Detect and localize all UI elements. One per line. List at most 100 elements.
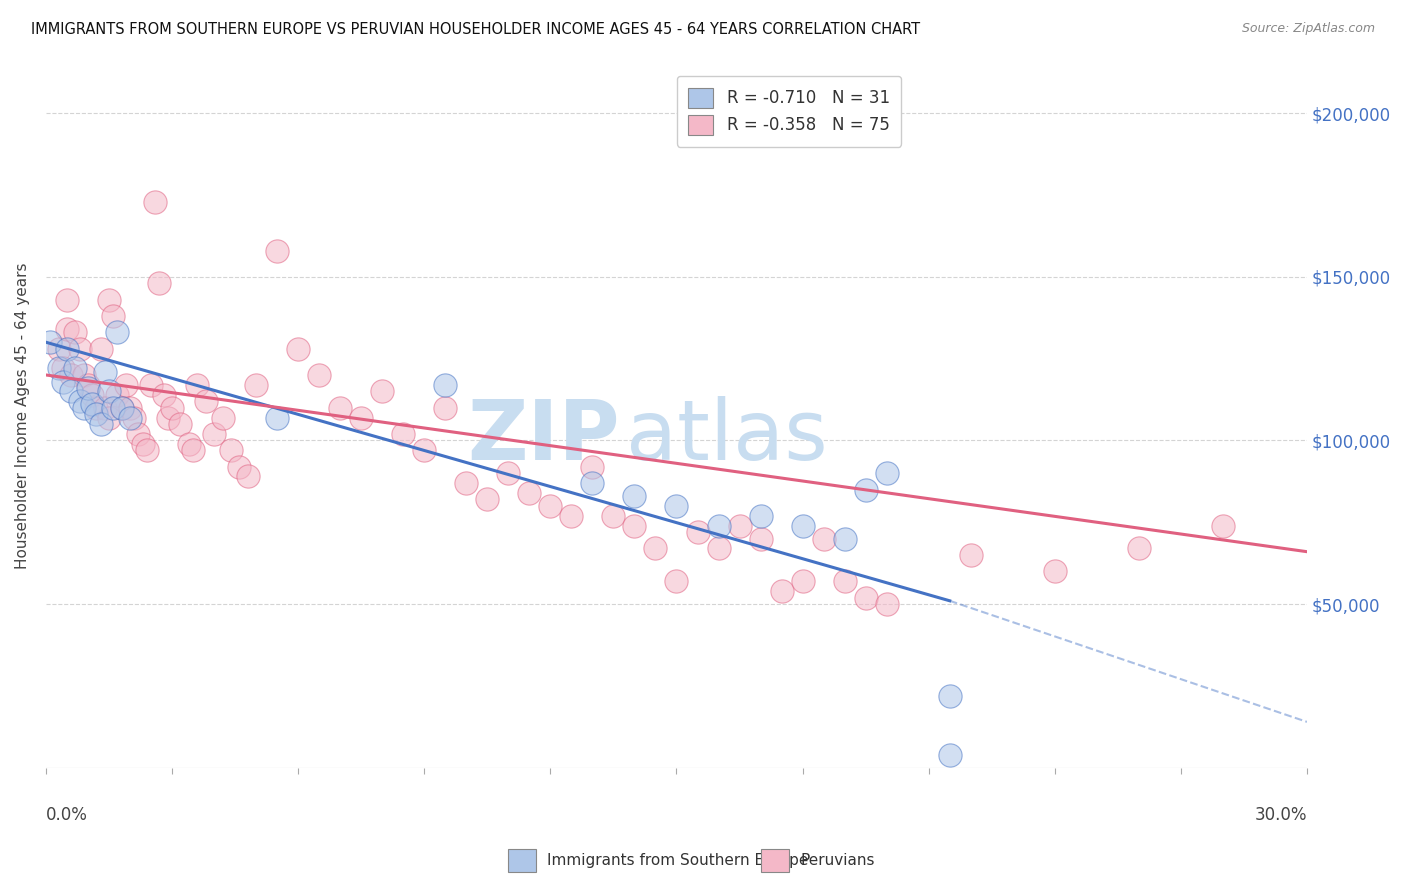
Point — [156, 410, 179, 425]
Point — [39, 335, 62, 350]
Point — [160, 401, 183, 415]
Text: Peruvians: Peruvians — [800, 854, 875, 868]
Point — [938, 747, 960, 762]
Point — [308, 368, 330, 382]
Point — [855, 591, 877, 605]
Point — [73, 401, 96, 415]
Point — [186, 377, 208, 392]
Point — [103, 401, 125, 415]
Point — [56, 293, 79, 307]
Point — [56, 342, 79, 356]
Point — [413, 443, 436, 458]
Point — [69, 342, 91, 356]
Point — [329, 401, 352, 415]
Point — [98, 384, 121, 399]
Point — [623, 489, 645, 503]
Point — [177, 436, 200, 450]
Point — [98, 293, 121, 307]
Text: Source: ZipAtlas.com: Source: ZipAtlas.com — [1241, 22, 1375, 36]
Legend: R = -0.710   N = 31, R = -0.358   N = 75: R = -0.710 N = 31, R = -0.358 N = 75 — [676, 76, 901, 146]
Point — [202, 426, 225, 441]
Point — [169, 417, 191, 431]
Point — [52, 361, 75, 376]
Point — [52, 375, 75, 389]
Point — [122, 410, 145, 425]
Point — [65, 326, 87, 340]
Point — [834, 574, 856, 589]
Point — [48, 342, 70, 356]
Point — [686, 524, 709, 539]
Point — [69, 394, 91, 409]
Point — [131, 436, 153, 450]
Point — [371, 384, 394, 399]
Point — [266, 410, 288, 425]
Point — [77, 381, 100, 395]
Point — [959, 548, 981, 562]
Point — [855, 483, 877, 497]
Point — [834, 532, 856, 546]
Point — [644, 541, 666, 556]
Point — [139, 377, 162, 392]
Point — [94, 401, 117, 415]
Point — [111, 401, 134, 415]
Point — [152, 387, 174, 401]
Y-axis label: Householder Income Ages 45 - 64 years: Householder Income Ages 45 - 64 years — [15, 262, 30, 569]
Point — [813, 532, 835, 546]
Point — [219, 443, 242, 458]
Point — [581, 475, 603, 490]
Point — [266, 244, 288, 258]
Point — [602, 508, 624, 523]
Point — [228, 459, 250, 474]
Point — [350, 410, 373, 425]
Point — [392, 426, 415, 441]
Point — [65, 361, 87, 376]
Point — [519, 485, 541, 500]
Text: 30.0%: 30.0% — [1254, 806, 1308, 824]
Text: Immigrants from Southern Europe: Immigrants from Southern Europe — [547, 854, 808, 868]
Point — [749, 508, 772, 523]
Point — [148, 277, 170, 291]
Point — [876, 597, 898, 611]
Point — [498, 466, 520, 480]
Point — [111, 401, 134, 415]
Point — [107, 326, 129, 340]
Point — [127, 426, 149, 441]
Point — [118, 410, 141, 425]
Point — [143, 194, 166, 209]
Point — [60, 368, 83, 382]
Point — [60, 384, 83, 399]
Point — [103, 309, 125, 323]
Point — [287, 342, 309, 356]
Point — [1128, 541, 1150, 556]
Point — [434, 401, 457, 415]
Point — [90, 342, 112, 356]
Point — [118, 401, 141, 415]
Point — [82, 397, 104, 411]
Point — [792, 518, 814, 533]
Point — [938, 689, 960, 703]
Point — [477, 492, 499, 507]
Point — [245, 377, 267, 392]
Point — [107, 387, 129, 401]
Point — [792, 574, 814, 589]
Point — [728, 518, 751, 533]
Text: IMMIGRANTS FROM SOUTHERN EUROPE VS PERUVIAN HOUSEHOLDER INCOME AGES 45 - 64 YEAR: IMMIGRANTS FROM SOUTHERN EUROPE VS PERUV… — [31, 22, 920, 37]
Point — [665, 574, 688, 589]
Point — [48, 361, 70, 376]
Point — [560, 508, 582, 523]
Point — [434, 377, 457, 392]
Point — [73, 368, 96, 382]
Point — [623, 518, 645, 533]
Point — [86, 401, 108, 415]
Point — [86, 407, 108, 421]
Text: ZIP: ZIP — [467, 396, 620, 477]
Point — [707, 518, 730, 533]
Point — [98, 410, 121, 425]
Point — [181, 443, 204, 458]
Point — [211, 410, 233, 425]
Point — [1043, 565, 1066, 579]
Point — [581, 459, 603, 474]
Point — [456, 475, 478, 490]
Point — [770, 584, 793, 599]
Point — [94, 365, 117, 379]
